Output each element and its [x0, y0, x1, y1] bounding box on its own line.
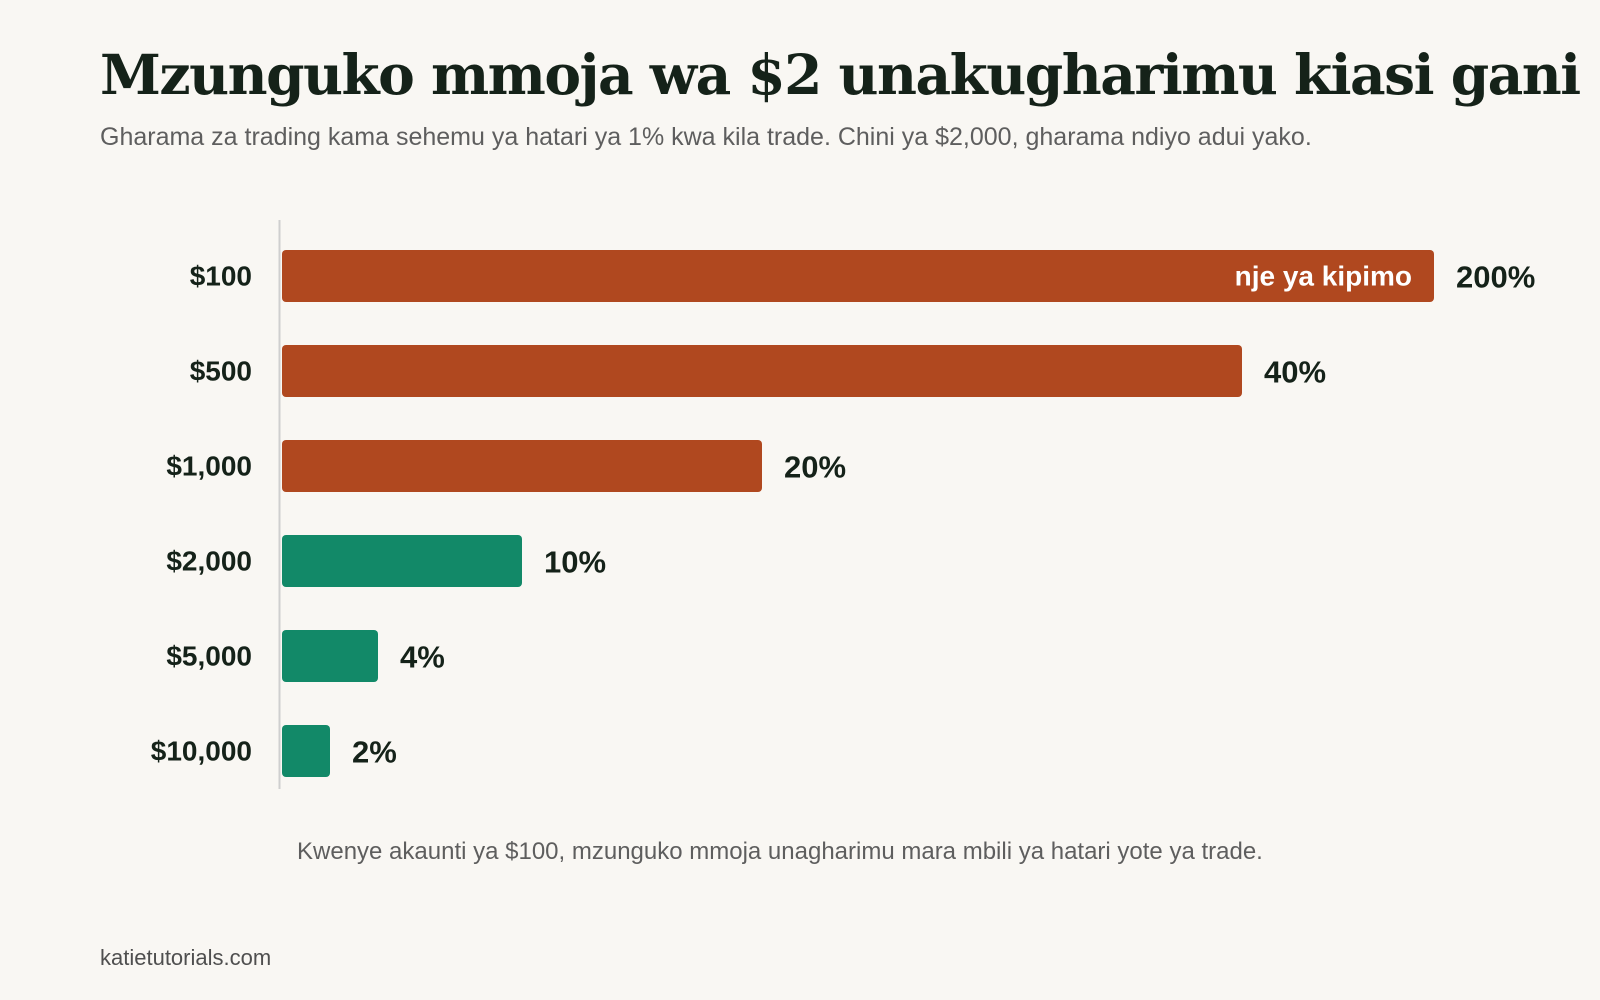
- category-label: $500: [190, 356, 252, 387]
- category-label: $1,000: [166, 451, 252, 482]
- value-label: 20%: [784, 450, 846, 485]
- value-label: 200%: [1456, 260, 1535, 295]
- bar: [282, 725, 330, 777]
- bar: [282, 440, 762, 492]
- bar: [282, 630, 378, 682]
- out-of-scale-label: nje ya kipimo: [1235, 261, 1412, 292]
- category-label: $100: [190, 261, 252, 292]
- category-label: $10,000: [151, 736, 252, 767]
- bar: [282, 345, 1242, 397]
- category-label: $2,000: [166, 546, 252, 577]
- value-label: 40%: [1264, 355, 1326, 390]
- chart-title: Mzunguko mmoja wa $2 unakugharimu kiasi …: [100, 42, 1581, 107]
- value-label: 2%: [352, 735, 397, 770]
- chart-subtitle: Gharama za trading kama sehemu ya hatari…: [100, 123, 1312, 151]
- bar: [282, 535, 522, 587]
- value-label: 10%: [544, 545, 606, 580]
- source-credit: katietutorials.com: [100, 945, 272, 970]
- value-label: 4%: [400, 640, 445, 675]
- bar: [282, 250, 1434, 302]
- chart-caption: Kwenye akaunti ya $100, mzunguko mmoja u…: [297, 838, 1263, 865]
- category-label: $5,000: [166, 641, 252, 672]
